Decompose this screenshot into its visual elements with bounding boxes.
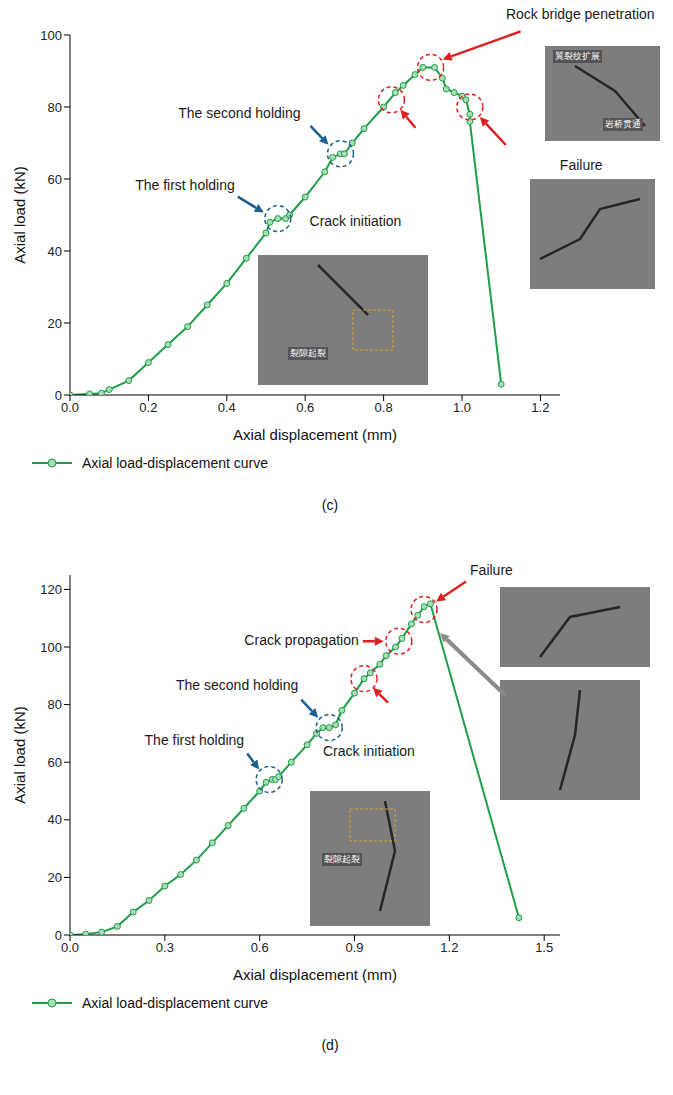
- svg-text:1.0: 1.0: [453, 400, 471, 415]
- svg-text:80: 80: [48, 697, 62, 712]
- html-text:Axial load-displacement curve: Axial load-displacement curve: [82, 455, 268, 471]
- svg-text:Crack initiation: Crack initiation: [323, 743, 415, 759]
- svg-text:1.2: 1.2: [531, 400, 549, 415]
- svg-text:60: 60: [48, 755, 62, 770]
- svg-text:Axial displacement (mm): Axial displacement (mm): [233, 426, 397, 443]
- svg-text:100: 100: [40, 28, 62, 43]
- html-text:(c): (c): [321, 497, 339, 513]
- svg-text:Crack propagation: Crack propagation: [244, 632, 358, 648]
- svg-text:40: 40: [48, 244, 62, 259]
- svg-text:100: 100: [40, 640, 62, 655]
- html-text:裂隙起裂: 裂隙起裂: [324, 854, 360, 864]
- svg-text:0.2: 0.2: [139, 400, 157, 415]
- html-text:翼裂纹扩展: 翼裂纹扩展: [555, 51, 600, 61]
- svg-text:20: 20: [48, 870, 62, 885]
- svg-text:Axial load (kN): Axial load (kN): [11, 166, 28, 264]
- svg-text:The second holding: The second holding: [178, 105, 300, 121]
- svg-text:60: 60: [48, 172, 62, 187]
- svg-text:1.2: 1.2: [440, 940, 458, 955]
- svg-text:0.6: 0.6: [296, 400, 314, 415]
- svg-text:0.0: 0.0: [61, 400, 79, 415]
- svg-text:0.3: 0.3: [156, 940, 174, 955]
- svg-text:Crack initiation: Crack initiation: [310, 213, 402, 229]
- svg-text:Failure: Failure: [560, 157, 603, 173]
- svg-text:0.0: 0.0: [61, 940, 79, 955]
- svg-text:Axial load (kN): Axial load (kN): [11, 706, 28, 804]
- svg-text:0.4: 0.4: [218, 400, 236, 415]
- svg-text:1.5: 1.5: [535, 940, 553, 955]
- svg-text:0.9: 0.9: [345, 940, 363, 955]
- svg-text:40: 40: [48, 812, 62, 827]
- svg-text:80: 80: [48, 100, 62, 115]
- svg-text:The first holding: The first holding: [135, 177, 235, 193]
- html-text:岩桥贯通: 岩桥贯通: [605, 119, 641, 129]
- svg-text:Failure: Failure: [470, 562, 513, 578]
- html-text:裂隙起裂: 裂隙起裂: [290, 348, 326, 358]
- svg-text:120: 120: [40, 582, 62, 597]
- svg-text:The second holding: The second holding: [176, 677, 298, 693]
- svg-text:0: 0: [55, 388, 62, 403]
- html-text:(d): (d): [321, 1037, 339, 1053]
- svg-text:0.8: 0.8: [375, 400, 393, 415]
- html-text:Axial load-displacement curve: Axial load-displacement curve: [82, 995, 268, 1011]
- svg-text:Axial displacement (mm): Axial displacement (mm): [233, 966, 397, 983]
- svg-text:Rock bridge penetration: Rock bridge penetration: [506, 6, 655, 22]
- svg-text:0: 0: [55, 928, 62, 943]
- svg-text:The first holding: The first holding: [145, 732, 245, 748]
- svg-text:20: 20: [48, 316, 62, 331]
- svg-text:0.6: 0.6: [251, 940, 269, 955]
